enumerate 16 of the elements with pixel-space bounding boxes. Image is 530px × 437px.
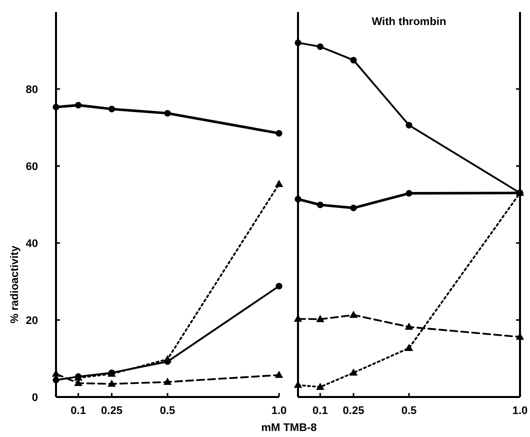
- y-tick-label: 40: [26, 238, 38, 250]
- x-tick-label: 1.0: [271, 405, 287, 417]
- y-tick-label: 80: [26, 84, 38, 96]
- y-tick-label: 0: [32, 392, 38, 404]
- x-tick-label: 0.5: [401, 405, 417, 417]
- x-tick-label: 0.25: [101, 405, 122, 417]
- y-tick-label: 60: [26, 161, 38, 173]
- x-tick-label: 0.1: [70, 405, 86, 417]
- x-tick-label: 0.5: [160, 405, 176, 417]
- y-axis-title: % radioactivity: [9, 244, 21, 324]
- x-tick-label: 1.0: [512, 405, 528, 417]
- chart-title: With thrombin: [372, 16, 446, 28]
- x-tick-label: 0.25: [342, 405, 364, 417]
- x-axis-title: mM TMB-8: [261, 422, 317, 434]
- x-tick-label: 0.1: [312, 405, 328, 417]
- y-tick-label: 20: [26, 315, 38, 327]
